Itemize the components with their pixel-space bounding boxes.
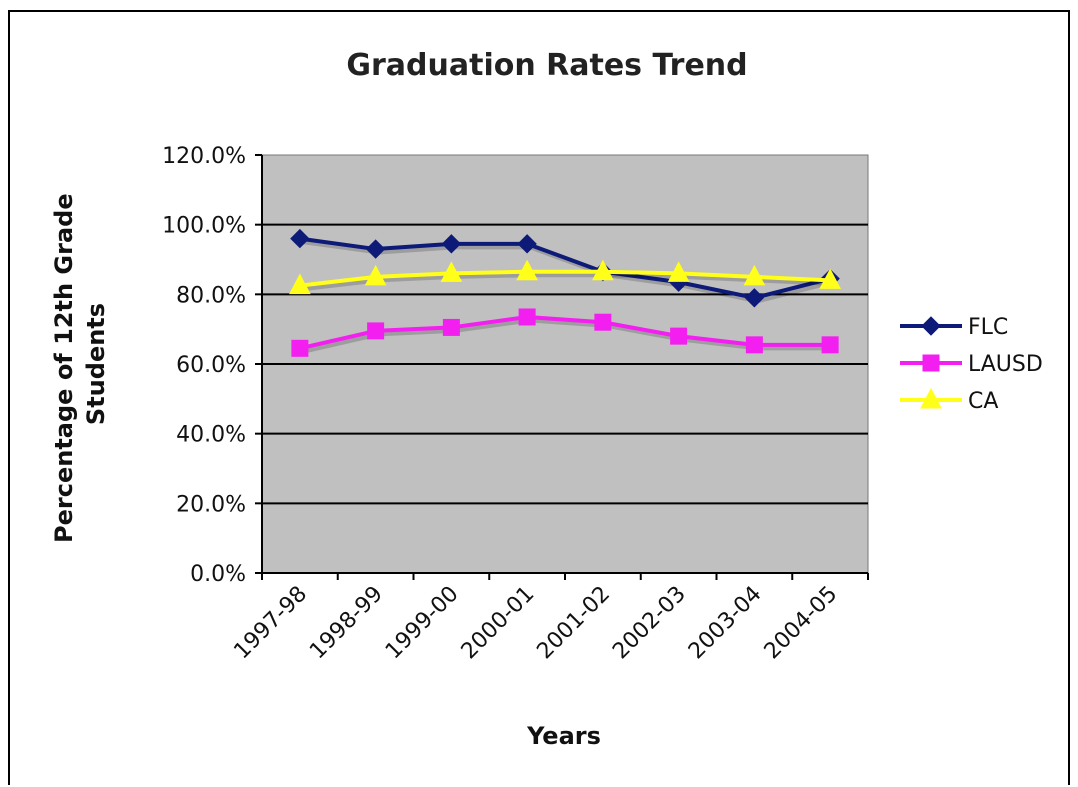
x-tick-label: 1997-98 <box>229 582 312 665</box>
series-ca <box>289 259 841 295</box>
series-line-lausd <box>299 314 831 351</box>
y-axis-title-line-2: Students <box>82 303 110 425</box>
legend-item-lausd: LAUSD <box>900 352 1043 377</box>
series-layer <box>289 228 841 357</box>
y-tick-label: 20.0% <box>176 492 246 517</box>
data-point-lausd <box>291 339 309 357</box>
axes <box>261 155 869 580</box>
x-tick-label: 2001-02 <box>532 582 615 665</box>
data-point-flc <box>441 234 462 254</box>
y-tick-label: 80.0% <box>176 283 246 308</box>
y-tick-labels: 0.0% 20.0% 40.0% 60.0% 80.0% 100.0% 120.0% <box>162 144 246 587</box>
data-point-lausd <box>670 327 688 345</box>
data-point-ca <box>289 273 311 295</box>
series-line-ca <box>299 269 831 288</box>
x-tick-label: 1998-99 <box>305 582 388 665</box>
legend-label: LAUSD <box>968 352 1043 377</box>
series-line-shadow <box>302 317 834 354</box>
data-point-flc <box>517 234 537 254</box>
x-tick-label: 1999-00 <box>381 582 464 665</box>
legend-item-flc: FLC <box>900 315 1008 340</box>
data-point-flc <box>744 288 765 308</box>
y-axis-title: Percentage of 12th Grade Students <box>50 185 110 543</box>
data-point-lausd <box>594 313 612 331</box>
legend-swatch-marker <box>922 354 940 372</box>
data-point-flc <box>290 228 310 249</box>
data-point-ca <box>364 264 387 286</box>
legend: FLC LAUSD CA <box>900 315 1043 414</box>
x-tick-labels: 1997-981998-991999-002000-012001-022002-… <box>229 582 842 665</box>
data-point-ca <box>819 268 841 289</box>
data-point-lausd <box>442 318 460 336</box>
series-line-flc <box>299 236 831 300</box>
data-point-ca <box>592 259 614 281</box>
data-point-lausd <box>745 336 763 354</box>
data-point-ca <box>440 261 463 282</box>
data-point-flc <box>365 239 386 259</box>
legend-label: FLC <box>968 315 1008 340</box>
data-point-lausd <box>821 336 839 354</box>
chart-title: Graduation Rates Trend <box>346 48 747 83</box>
x-axis-title: Years <box>526 722 601 750</box>
data-point-ca <box>743 264 766 286</box>
legend-swatch-marker <box>921 316 941 336</box>
series-lausd <box>291 308 839 357</box>
data-point-lausd <box>518 308 536 326</box>
legend-item-ca: CA <box>900 387 998 414</box>
y-tick-label: 0.0% <box>190 562 246 587</box>
series-line-shadow <box>302 272 834 292</box>
legend-label: CA <box>968 389 998 414</box>
y-axis-title-line-1: Percentage of 12th Grade <box>50 193 78 543</box>
data-point-ca <box>516 259 538 281</box>
x-tick-label: 2002-03 <box>608 582 691 665</box>
chart-frame <box>8 10 1070 785</box>
data-point-ca <box>667 261 690 282</box>
y-tick-label: 40.0% <box>176 423 246 448</box>
y-tick-label: 120.0% <box>162 144 246 169</box>
y-tick-label: 60.0% <box>176 353 246 378</box>
x-tick-label: 2003-04 <box>684 582 767 665</box>
y-tick-label: 100.0% <box>162 214 246 239</box>
x-tick-label: 2000-01 <box>457 582 540 665</box>
legend-swatch-marker <box>920 387 942 409</box>
x-tick-label: 2004-05 <box>760 582 843 665</box>
data-point-lausd <box>367 322 385 340</box>
